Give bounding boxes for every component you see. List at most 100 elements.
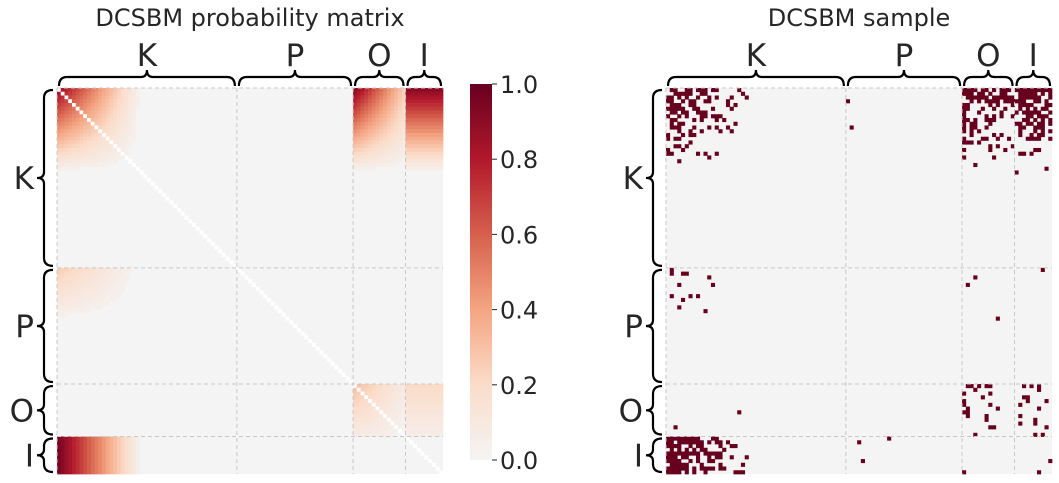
- heatmap-cell: [737, 410, 742, 415]
- heatmap-cell: [120, 129, 125, 134]
- heatmap-cell: [666, 459, 671, 464]
- heatmap-cell: [158, 189, 163, 194]
- heatmap-cell: [699, 110, 704, 115]
- heatmap-cell: [386, 387, 391, 392]
- heatmap-cell: [669, 106, 674, 111]
- heatmap-cell: [729, 129, 734, 134]
- heatmap-cell: [386, 399, 391, 404]
- heatmap-cell: [371, 402, 376, 407]
- heatmap-cell: [398, 414, 403, 419]
- heatmap-cell: [398, 391, 403, 396]
- heatmap-cell: [98, 286, 103, 291]
- heatmap-cell: [431, 132, 436, 138]
- heatmap-cell: [416, 155, 421, 160]
- heatmap-cell: [349, 380, 354, 385]
- heatmap-cell: [86, 275, 92, 280]
- heatmap-cell: [416, 391, 421, 396]
- heatmap-cell: [677, 305, 682, 310]
- heatmap-cell: [86, 147, 92, 153]
- heatmap-cell: [379, 162, 384, 168]
- heatmap-cell: [386, 391, 391, 396]
- heatmap-cell: [413, 414, 418, 419]
- heatmap-cell: [673, 144, 678, 149]
- heatmap-cell: [390, 147, 395, 153]
- heatmap-cell: [360, 88, 365, 93]
- heatmap-cell: [669, 99, 674, 104]
- heatmap-cell: [109, 129, 114, 134]
- heatmap-cell: [740, 462, 746, 467]
- heatmap-cell: [386, 384, 391, 389]
- heatmap-cell: [984, 414, 989, 419]
- heatmap-cell: [1018, 106, 1023, 111]
- heatmap-cell: [424, 166, 429, 171]
- heatmap-cell: [210, 241, 215, 246]
- heatmap-cell: [364, 162, 369, 168]
- heatmap-cell: [428, 95, 433, 100]
- heatmap-cell: [71, 436, 77, 441]
- heatmap-cell: [356, 166, 361, 171]
- heatmap-cell: [90, 129, 95, 134]
- heatmap-cell: [248, 279, 253, 284]
- heatmap-cell: [64, 155, 69, 160]
- heatmap-cell: [98, 147, 103, 153]
- heatmap-cell: [71, 106, 77, 111]
- heatmap-cell: [68, 166, 73, 171]
- heatmap-cell: [416, 88, 421, 93]
- heatmap-cell: [405, 395, 410, 400]
- heatmap-background: [666, 88, 1052, 474]
- heatmap-cell: [105, 470, 110, 475]
- heatmap-cell: [94, 162, 99, 168]
- heatmap-cell: [669, 451, 674, 456]
- heatmap-cell: [673, 425, 678, 430]
- heatmap-cell: [695, 444, 701, 449]
- heatmap-cell: [68, 140, 73, 145]
- heatmap-cell: [109, 99, 114, 104]
- heatmap-cell: [109, 155, 114, 160]
- heatmap-cell: [203, 234, 208, 239]
- heatmap-cell: [390, 125, 395, 130]
- heatmap-cell: [984, 125, 989, 130]
- heatmap-cell: [98, 455, 103, 460]
- heatmap-cell: [435, 410, 440, 415]
- heatmap-cell: [431, 395, 436, 400]
- heatmap-cell: [413, 421, 418, 426]
- heatmap-cell: [236, 267, 241, 272]
- heatmap-cell: [383, 399, 388, 404]
- heatmap-cell: [386, 414, 391, 419]
- heatmap-cell: [416, 395, 421, 400]
- heatmap-cell: [109, 136, 114, 141]
- heatmap-cell: [965, 106, 970, 111]
- heatmap-cell: [120, 447, 125, 452]
- heatmap-cell: [420, 414, 425, 419]
- heatmap-cell: [390, 421, 395, 426]
- heatmap-cell: [101, 455, 107, 460]
- heatmap-cell: [64, 129, 69, 134]
- heatmap-cell: [390, 399, 395, 404]
- heatmap-cell: [101, 440, 107, 445]
- heatmap-cell: [57, 136, 62, 141]
- heatmap-cell: [684, 110, 689, 115]
- heatmap-cell: [105, 282, 110, 287]
- heatmap-cell: [405, 110, 410, 115]
- heatmap-cell: [1007, 95, 1012, 100]
- heatmap-cell: [375, 429, 380, 434]
- heatmap-cell: [64, 440, 69, 445]
- heatmap-cell: [394, 110, 399, 115]
- heatmap-cell: [394, 399, 399, 404]
- heatmap-cell: [68, 121, 73, 126]
- heatmap-cell: [379, 129, 384, 134]
- heatmap-cell: [188, 219, 193, 224]
- heatmap-cell: [383, 387, 388, 392]
- heatmap-cell: [83, 114, 88, 119]
- heatmap-cell: [965, 88, 970, 93]
- heatmap-cell: [71, 114, 77, 119]
- heatmap-cell: [413, 88, 418, 93]
- heatmap-cell: [1022, 99, 1027, 104]
- heatmap-cell: [416, 432, 421, 437]
- heatmap-cell: [368, 95, 373, 100]
- heatmap-cell: [431, 91, 436, 96]
- heatmap-cell: [379, 384, 384, 389]
- heatmap-cell: [677, 136, 682, 141]
- heatmap-cell: [109, 106, 114, 111]
- heatmap-cell: [695, 455, 701, 460]
